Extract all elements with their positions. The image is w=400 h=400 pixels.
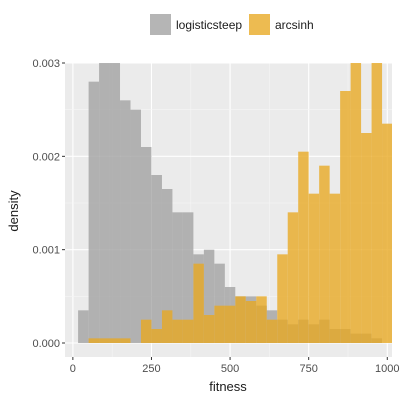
bar-arcsinh (214, 305, 225, 343)
x-tick-label: 750 (299, 363, 317, 375)
bar-logisticsteep (78, 310, 89, 343)
bar-logisticsteep (214, 263, 225, 343)
x-tick-label: 250 (142, 363, 160, 375)
bar-arcsinh (308, 193, 320, 343)
bar-logisticsteep (172, 212, 183, 343)
x-tick-label: 0 (70, 363, 76, 375)
y-tick-label: 0.003 (32, 58, 60, 70)
bar-arcsinh (99, 338, 110, 343)
x-tick-label: 1000 (375, 363, 399, 375)
bar-logisticsteep (151, 175, 162, 343)
histogram-bars (78, 63, 392, 344)
bar-arcsinh (256, 296, 267, 343)
bar-arcsinh (161, 310, 173, 343)
bar-arcsinh (120, 338, 131, 343)
y-tick-label: 0.000 (32, 338, 60, 350)
bar-arcsinh (266, 319, 278, 343)
x-tick-label: 500 (221, 363, 239, 375)
bar-arcsinh (371, 63, 383, 343)
bar-logisticsteep (99, 63, 110, 343)
bar-arcsinh (193, 263, 204, 343)
bar-arcsinh (350, 63, 362, 343)
bar-arcsinh (298, 151, 309, 343)
bar-logisticsteep (88, 81, 100, 344)
bar-arcsinh (277, 254, 288, 343)
x-axis-ticks: 0 250 500 750 1000 (70, 357, 400, 375)
y-axis-title: density (6, 190, 21, 232)
bar-logisticsteep (140, 147, 152, 343)
bar-arcsinh (361, 133, 372, 343)
y-tick-label: 0.001 (32, 245, 60, 257)
bar-arcsinh (245, 301, 257, 343)
bar-arcsinh (329, 193, 341, 343)
legend-label-arcsinh: arcsinh (275, 18, 314, 32)
bar-arcsinh (172, 319, 183, 343)
y-axis-ticks: 0.000 0.001 0.002 0.003 (32, 58, 65, 350)
bar-arcsinh (109, 338, 121, 343)
bar-arcsinh (140, 319, 152, 343)
bar-arcsinh (235, 296, 246, 343)
y-tick-label: 0.002 (32, 151, 60, 163)
x-axis-title: fitness (209, 379, 247, 394)
bar-arcsinh (224, 305, 236, 343)
bar-arcsinh (319, 165, 330, 343)
bar-arcsinh (382, 123, 392, 344)
bar-arcsinh (203, 315, 215, 343)
bar-arcsinh (182, 319, 194, 343)
legend-label-logisticsteep: logisticsteep (176, 18, 242, 32)
legend-swatch-arcsinh (249, 14, 270, 35)
bar-arcsinh (151, 329, 162, 343)
bar-logisticsteep (109, 63, 121, 343)
legend: logisticsteep arcsinh (150, 14, 314, 35)
bar-logisticsteep (182, 212, 194, 343)
bar-logisticsteep (203, 249, 215, 343)
bar-logisticsteep (161, 189, 173, 343)
bar-arcsinh (340, 91, 351, 343)
bar-logisticsteep (120, 100, 131, 343)
bar-logisticsteep (130, 109, 141, 344)
bar-arcsinh (88, 338, 100, 343)
bar-arcsinh (287, 212, 299, 343)
legend-swatch-logisticsteep (150, 14, 171, 35)
